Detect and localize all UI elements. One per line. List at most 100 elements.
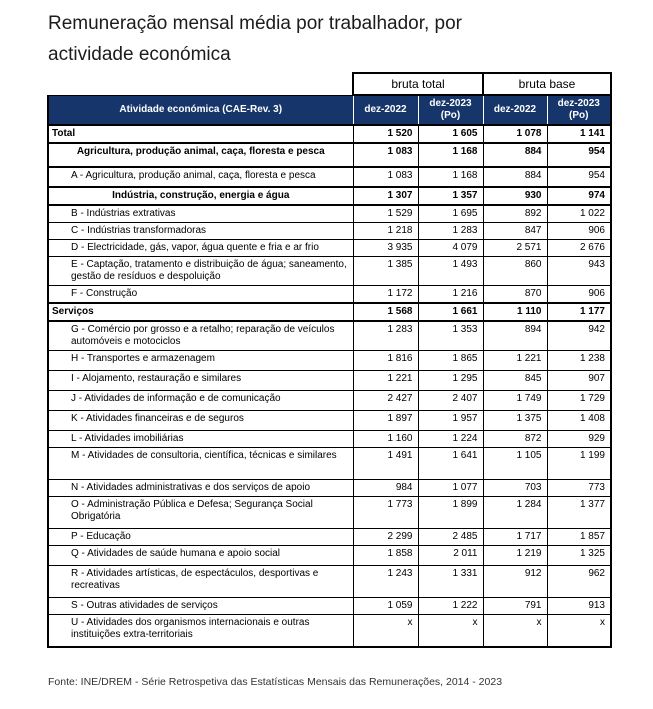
- value-cell: 1 749: [482, 390, 548, 411]
- table-row: R - Atividades artísticas, de espectácul…: [47, 565, 612, 598]
- col-header-base-dez2023: dez-2023 (Po): [546, 94, 612, 126]
- value-cell: 1 493: [417, 256, 484, 286]
- table-row: Total 1 520 1 605 1 078 1 141: [47, 124, 612, 144]
- table-row: I - Alojamento, restauração e similares 1…: [47, 370, 612, 391]
- value-cell: 1 283: [417, 222, 484, 240]
- value-cell: 1 172: [352, 285, 419, 304]
- value-cell: 860: [482, 256, 548, 286]
- group-header-bruta-total: bruta total: [352, 72, 484, 96]
- value-cell: 791: [482, 597, 548, 615]
- value-cell: x: [417, 614, 484, 648]
- activity-label: U - Atividades dos organismos internacio…: [47, 614, 354, 648]
- value-cell: 1 325: [546, 545, 612, 566]
- table-row: O - Administração Pública e Defesa; Segu…: [47, 496, 612, 529]
- value-cell: 892: [482, 204, 548, 223]
- table-row: E - Captação, tratamento e distribuição …: [47, 256, 612, 286]
- table-row: B - Indústrias extrativas 1 529 1 695 892 1 …: [47, 204, 612, 223]
- table-row: Serviços 1 568 1 661 1 110 1 177: [47, 302, 612, 322]
- value-cell: 1 307: [352, 186, 419, 206]
- value-cell: 913: [546, 597, 612, 615]
- value-cell: 1 295: [417, 370, 484, 391]
- table-row: J - Atividades de informação e de comuni…: [47, 390, 612, 411]
- value-cell: 1 083: [352, 142, 419, 168]
- page-title-line1: Remuneração mensal média por trabalhador…: [48, 13, 463, 34]
- value-cell: 1 357: [417, 186, 484, 206]
- value-cell: 2 427: [352, 390, 419, 411]
- value-cell: 1 216: [417, 285, 484, 304]
- activity-label: I - Alojamento, restauração e similares: [47, 370, 354, 391]
- table-row: Indústria, construção, energia e água 1 3…: [47, 186, 612, 206]
- group-header-bruta-base: bruta base: [482, 72, 612, 96]
- value-cell: 2 299: [352, 528, 419, 546]
- activity-label: N - Atividades administrativas e dos ser…: [47, 479, 354, 497]
- table-row: Agricultura, produção animal, caça, flor…: [47, 142, 612, 168]
- value-cell: 974: [546, 186, 612, 206]
- activity-label: H - Transportes e armazenagem: [47, 350, 354, 371]
- table-row: A - Agricultura, produção animal, caça, …: [47, 166, 612, 188]
- table-row: C - Indústrias transformadoras 1 218 1 283…: [47, 222, 612, 240]
- activity-label: Q - Atividades de saúde humana e apoio s…: [47, 545, 354, 566]
- value-cell: 870: [482, 285, 548, 304]
- value-cell: 1 221: [352, 370, 419, 391]
- value-cell: 1 957: [417, 410, 484, 431]
- value-cell: 1 897: [352, 410, 419, 431]
- value-cell: 906: [546, 222, 612, 240]
- value-cell: 1 059: [352, 597, 419, 615]
- value-cell: 1 520: [352, 124, 419, 144]
- value-cell: 1 284: [482, 496, 548, 529]
- table-row: L - Atividades imobiliárias 1 160 1 224 872…: [47, 430, 612, 448]
- table-row: K - Atividades financeiras e de seguros 1…: [47, 410, 612, 431]
- value-cell: 1 110: [482, 302, 548, 322]
- activity-label: F - Construção: [47, 285, 354, 304]
- value-cell: 884: [482, 166, 548, 188]
- value-cell: 884: [482, 142, 548, 168]
- value-cell: 1 717: [482, 528, 548, 546]
- value-cell: 1 160: [352, 430, 419, 448]
- value-cell: 2 676: [546, 239, 612, 257]
- value-cell: 1 529: [352, 204, 419, 223]
- value-cell: 1 865: [417, 350, 484, 371]
- value-cell: 845: [482, 370, 548, 391]
- value-cell: 912: [482, 565, 548, 598]
- value-cell: 1 353: [417, 320, 484, 351]
- activity-label: Total: [47, 124, 354, 144]
- table-row: F - Construção 1 172 1 216 870 906: [47, 285, 612, 304]
- table-row: N - Atividades administrativas e dos ser…: [47, 479, 612, 497]
- value-cell: 1 177: [546, 302, 612, 322]
- value-cell: 954: [546, 142, 612, 168]
- value-cell: 1 022: [546, 204, 612, 223]
- header-spacer: [48, 73, 353, 95]
- value-cell: 1 224: [417, 430, 484, 448]
- value-cell: 1 238: [546, 350, 612, 371]
- activity-label: O - Administração Pública e Defesa; Segu…: [47, 496, 354, 529]
- value-cell: 1 077: [417, 479, 484, 497]
- value-cell: 1 899: [417, 496, 484, 529]
- value-cell: 703: [482, 479, 548, 497]
- column-header-row: Atividade económica (CAE-Rev. 3) dez-202…: [47, 94, 612, 126]
- table-body: Total 1 520 1 605 1 078 1 141 Agricultura, pr…: [47, 124, 612, 648]
- activity-label: K - Atividades financeiras e de seguros: [47, 410, 354, 431]
- group-header-row: bruta total bruta base: [48, 72, 612, 96]
- value-cell: 962: [546, 565, 612, 598]
- activity-label: A - Agricultura, produção animal, caça, …: [47, 166, 354, 188]
- value-cell: 1 408: [546, 410, 612, 431]
- value-cell: 1 168: [417, 166, 484, 188]
- value-cell: 2 407: [417, 390, 484, 411]
- value-cell: 1 857: [546, 528, 612, 546]
- value-cell: 2 485: [417, 528, 484, 546]
- activity-label: G - Comércio por grosso e a retalho; rep…: [47, 320, 354, 351]
- activity-label: Indústria, construção, energia e água: [47, 186, 354, 206]
- activity-label: L - Atividades imobiliárias: [47, 430, 354, 448]
- value-cell: 1 605: [417, 124, 484, 144]
- value-cell: 1 385: [352, 256, 419, 286]
- activity-label: Serviços: [47, 302, 354, 322]
- table-row: G - Comércio por grosso e a retalho; rep…: [47, 320, 612, 351]
- value-cell: 894: [482, 320, 548, 351]
- activity-label: P - Educação: [47, 528, 354, 546]
- activity-label: S - Outras atividades de serviços: [47, 597, 354, 615]
- page-title: Remuneração mensal média por trabalhador…: [48, 8, 628, 70]
- col-header-base-dez2022: dez-2022: [482, 94, 548, 126]
- value-cell: 1 199: [546, 447, 612, 480]
- value-cell: 942: [546, 320, 612, 351]
- value-cell: x: [482, 614, 548, 648]
